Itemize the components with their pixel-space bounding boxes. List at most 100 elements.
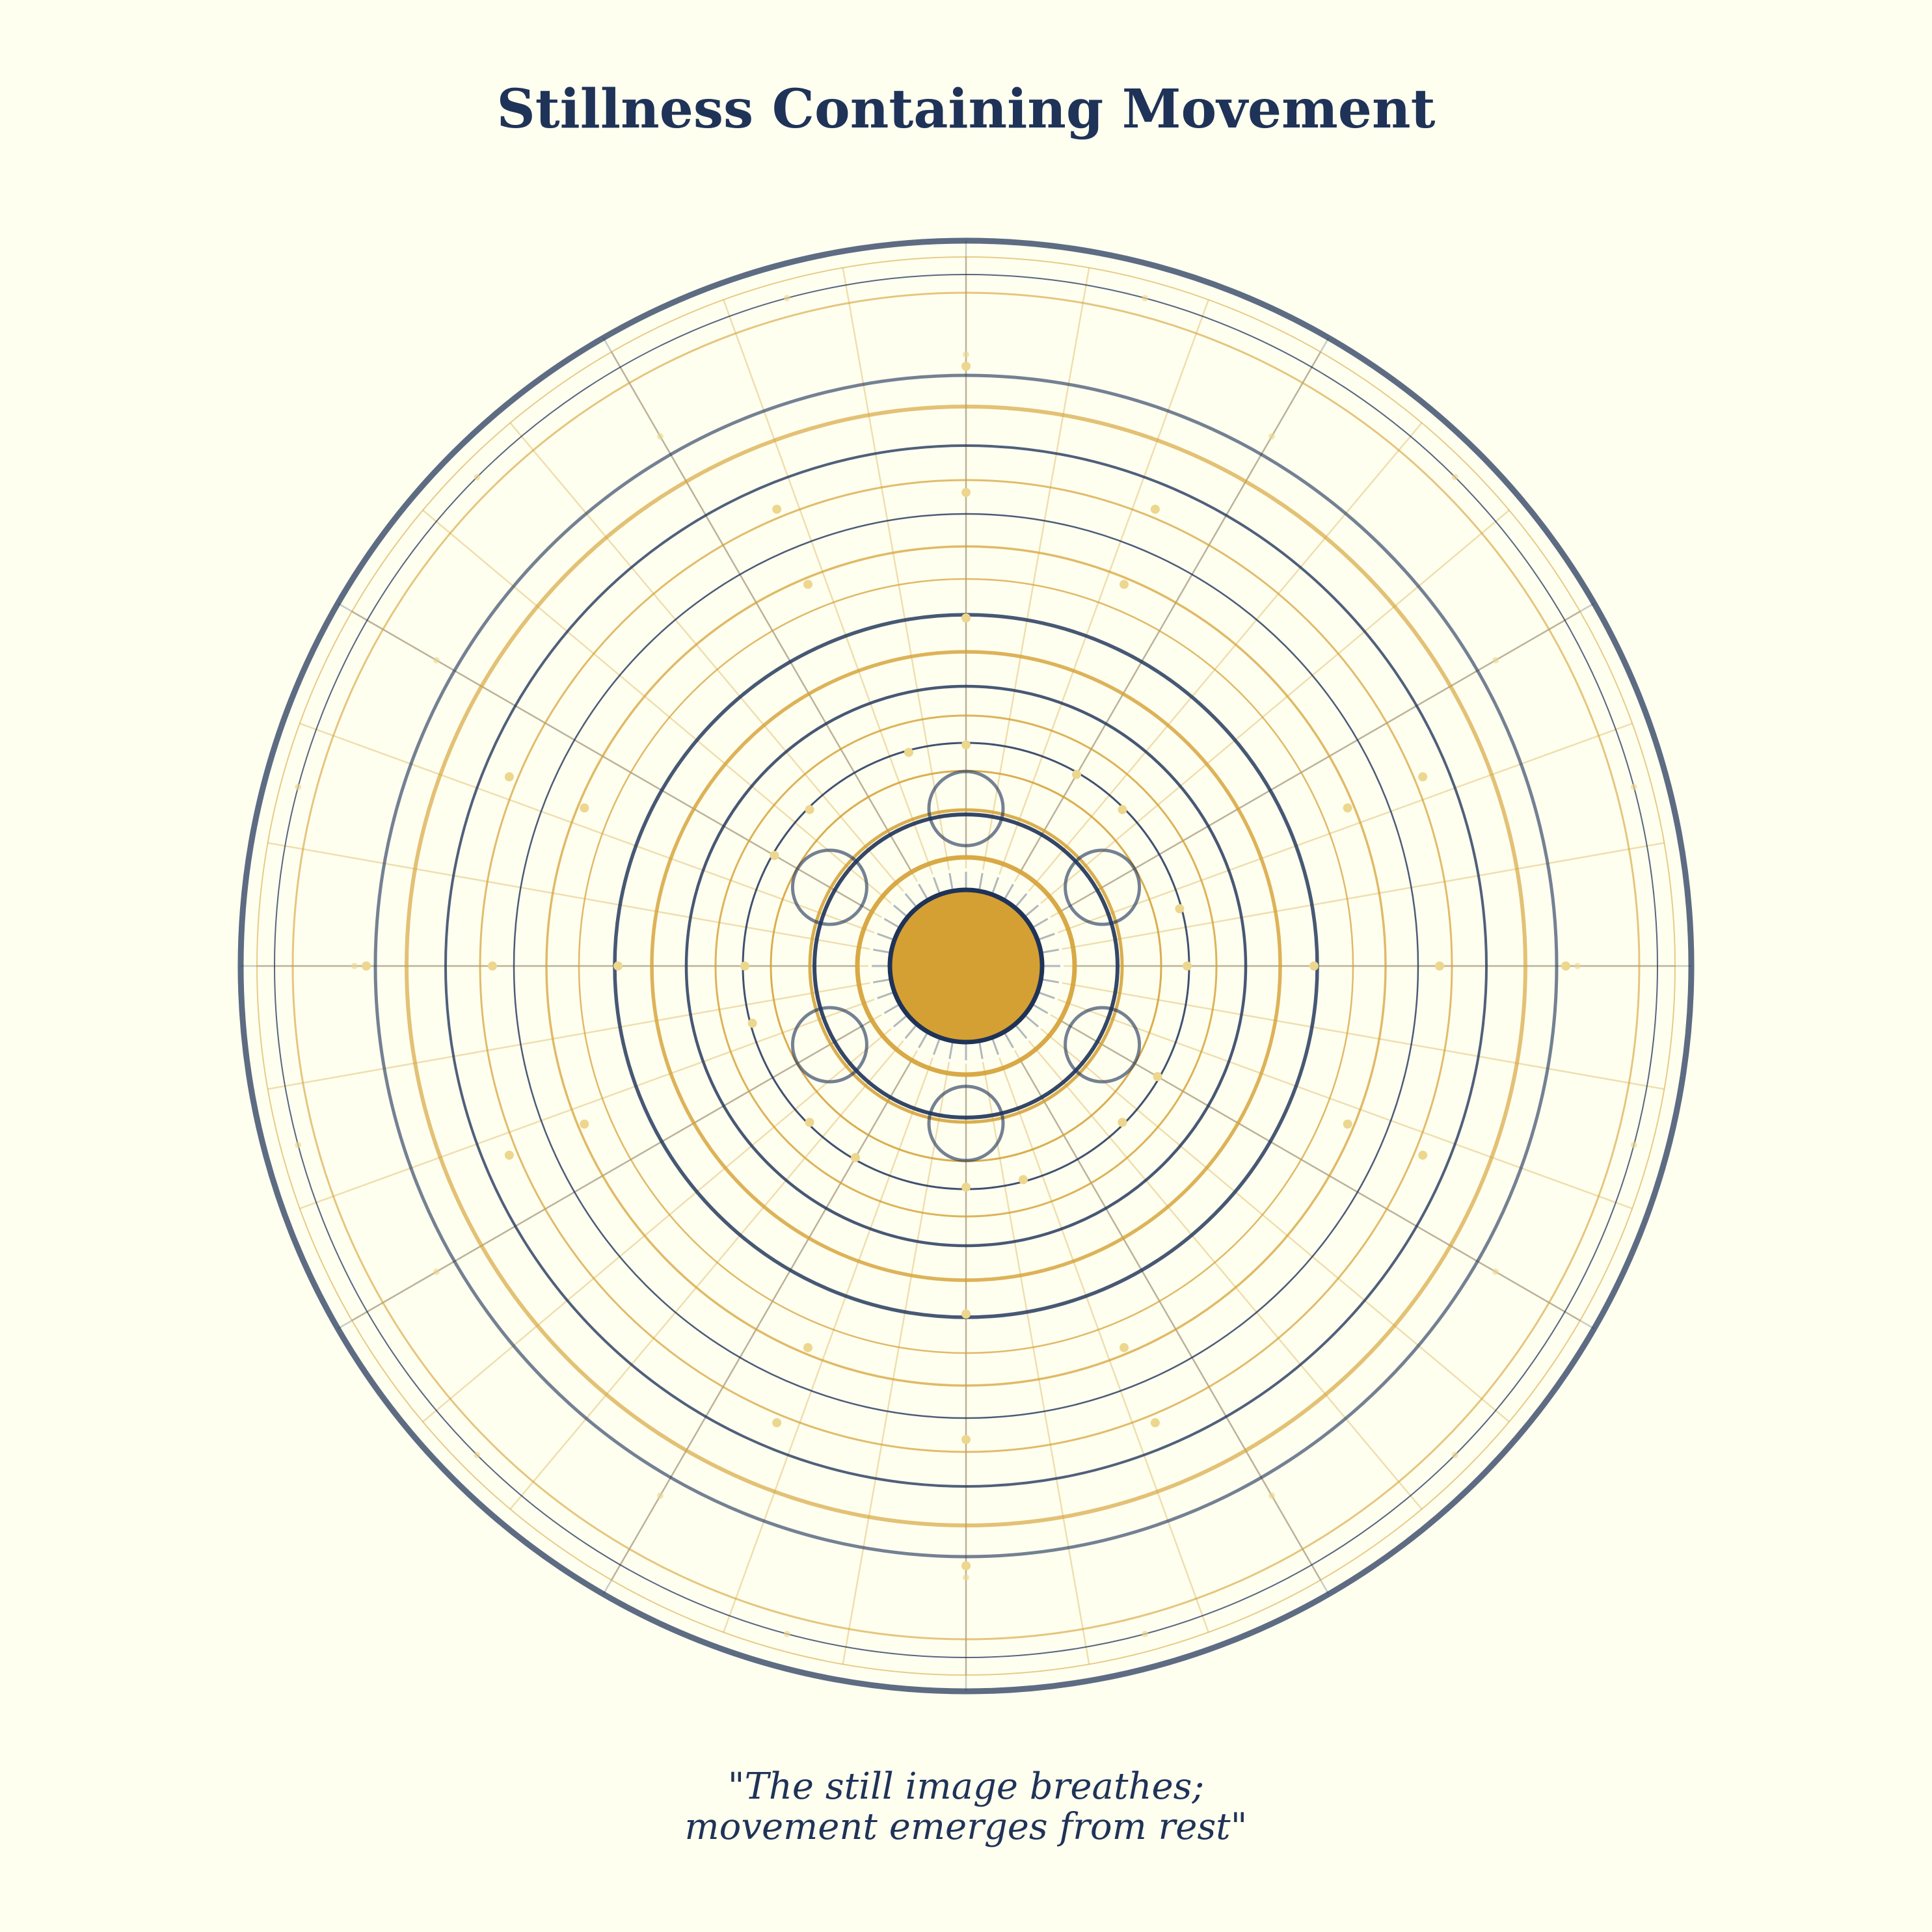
orbiting-circle — [1064, 848, 1142, 926]
ring-dot — [783, 295, 790, 302]
ring-dot — [657, 433, 664, 440]
ring-dot — [1343, 1120, 1352, 1129]
tick-mark — [1015, 1025, 1028, 1040]
concentric-ring — [237, 237, 1695, 1695]
ring-dot — [1418, 772, 1428, 782]
tick-mark — [872, 978, 890, 984]
concentric-ring — [274, 274, 1658, 1658]
concentric-ring — [808, 808, 1124, 1124]
ring-dot — [362, 961, 371, 971]
ring-dot — [1175, 904, 1185, 914]
tick-mark — [991, 1039, 1000, 1055]
gold-spokes — [257, 257, 1675, 1675]
ring-dot — [1118, 1118, 1127, 1127]
gold-spoke — [999, 299, 1209, 875]
tick-mark — [904, 1025, 917, 1040]
gold-spoke — [1057, 723, 1633, 933]
gold-spoke — [1057, 999, 1633, 1209]
ring-dot — [961, 740, 971, 749]
ring-dot — [488, 961, 497, 971]
ring-dot — [1120, 1343, 1129, 1352]
gold-spoke — [267, 982, 870, 1090]
gold-spoke — [299, 723, 875, 933]
gold-spoke — [267, 842, 870, 950]
navy-spoke — [602, 1061, 912, 1595]
ring-dot — [963, 351, 969, 358]
ring-dot — [474, 1451, 481, 1458]
gold-spoke — [299, 999, 875, 1209]
tick-mark — [877, 932, 893, 941]
orbiting-circle — [790, 1006, 868, 1084]
ring-dot — [1118, 805, 1127, 814]
ring-dot — [851, 1153, 860, 1162]
tick-mark — [877, 991, 893, 1000]
gold-spoke — [610, 351, 919, 882]
ring-dot — [904, 747, 914, 757]
gold-spoke — [1013, 351, 1322, 882]
ring-dot — [1630, 1142, 1637, 1149]
ring-dot — [1142, 1630, 1149, 1637]
tick-mark — [978, 1042, 984, 1060]
caption-line-2: movement emerges from rest" — [684, 1806, 1248, 1848]
tick-mark — [1033, 1004, 1049, 1014]
ring-dot — [504, 772, 514, 782]
gold-spoke — [1028, 1040, 1423, 1510]
navy-spoke — [1020, 1061, 1330, 1595]
ring-dot — [504, 1150, 514, 1160]
concentric-ring — [684, 684, 1248, 1248]
ring-dot — [1142, 295, 1149, 302]
center-core — [887, 887, 1045, 1045]
ring-dot — [961, 1183, 971, 1192]
ring-dot — [1072, 770, 1081, 779]
ring-dot — [1150, 1418, 1160, 1428]
ring-dot — [1492, 1268, 1499, 1275]
gold-spoke — [842, 267, 950, 870]
ring-dot — [1435, 961, 1444, 971]
gold-spoke — [1062, 842, 1665, 950]
navy-spoke — [1061, 1020, 1595, 1330]
ring-dot — [1018, 1175, 1028, 1185]
ring-dot — [1561, 961, 1570, 971]
concentric-ring — [578, 578, 1354, 1354]
ring-dot — [1418, 1150, 1428, 1160]
page-title: Stillness Containing Movement — [496, 78, 1436, 141]
ring-dot — [433, 1268, 440, 1275]
ring-dot — [770, 851, 779, 860]
concentric-ring — [545, 545, 1387, 1387]
tick-mark — [883, 1004, 899, 1014]
ring-dot — [961, 1435, 971, 1444]
tick-mark — [932, 1039, 941, 1055]
ring-dot — [1183, 961, 1192, 971]
gold-spoke — [351, 610, 882, 919]
navy-spokes — [241, 241, 1691, 1691]
gold-spoke — [610, 1050, 919, 1581]
gold-spoke — [1062, 982, 1665, 1090]
navy-spoke — [1061, 602, 1595, 912]
ring-dot — [1574, 963, 1581, 969]
tick-mark — [932, 877, 941, 893]
ring-dot — [961, 362, 971, 371]
ring-dot — [1153, 1072, 1162, 1081]
ring-dot — [295, 783, 302, 790]
ring-dot — [474, 474, 481, 481]
ring-dot — [772, 504, 782, 514]
ring-dot — [961, 488, 971, 497]
gold-spoke — [1040, 1028, 1510, 1423]
ring-dot — [805, 1118, 814, 1127]
tick-mark — [1015, 892, 1028, 907]
ring-dot — [295, 1142, 302, 1149]
tick-mark — [948, 1042, 954, 1060]
concentric-ring — [855, 855, 1077, 1077]
tick-mark — [1004, 1033, 1014, 1049]
ring-dot — [772, 1418, 782, 1428]
tick-mark — [892, 1015, 907, 1028]
gold-spoke — [982, 1062, 1090, 1665]
gold-spoke — [422, 509, 892, 904]
concentric-ring — [291, 291, 1641, 1641]
navy-spoke — [602, 337, 912, 871]
orbiting-circle — [927, 770, 1005, 848]
ring-dot — [783, 1630, 790, 1637]
gold-spoke — [1040, 509, 1510, 904]
orbiting-circles — [790, 770, 1142, 1162]
